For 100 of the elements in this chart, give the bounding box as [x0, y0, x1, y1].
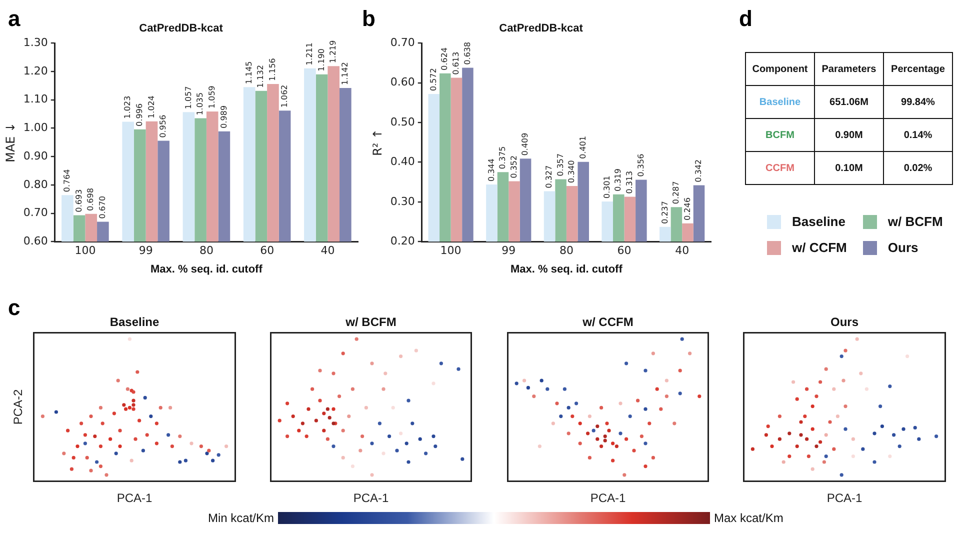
data-label: 1.156 [268, 58, 278, 82]
data-label: 1.024 [146, 96, 156, 118]
text: b [362, 6, 376, 31]
text: PCA-2 [11, 389, 25, 425]
text: Ours [830, 315, 859, 329]
text: Min kcat/Km [208, 510, 274, 526]
data-label: 1.145 [244, 61, 254, 84]
legend-label: w/ BCFM [888, 214, 943, 229]
data-label: 0.572 [428, 68, 438, 91]
text: a [8, 6, 21, 31]
chart-title: CatPredDB-kcat [499, 22, 584, 35]
y-tick-label: 1.00 [23, 121, 48, 134]
data-label: 1.132 [256, 64, 266, 88]
data-label: 0.693 [74, 189, 84, 212]
y-tick-label: 0.40 [390, 155, 415, 168]
text: 99.84% [901, 96, 935, 108]
data-label: 0.356 [636, 154, 646, 177]
x-tick-label: 100 [440, 244, 462, 258]
x-tick-label: 99 [138, 244, 153, 258]
x-tick-label: 80 [199, 244, 214, 258]
y-axis-title: MAE ↓ [3, 122, 18, 162]
x-tick-label: 80 [559, 244, 574, 258]
y-tick-label: 0.70 [390, 36, 415, 50]
data-label: 0.698 [86, 188, 96, 211]
data-label: 1.219 [328, 40, 338, 64]
chart-title: CatPredDB-kcat [139, 22, 224, 35]
text: Component [746, 52, 814, 86]
data-label: 1.190 [316, 48, 326, 72]
text: 651.06M [830, 96, 868, 108]
x-axis-title: Max. % seq. id. cutoff [510, 263, 623, 276]
y-tick-label: 0.30 [390, 194, 415, 208]
data-label: 0.319 [614, 168, 623, 192]
text: w/ BCFM [346, 315, 396, 329]
data-label: 0.375 [498, 146, 508, 170]
data-label: 1.211 [305, 42, 314, 66]
data-label: 0.624 [440, 47, 450, 70]
data-label: 0.301 [602, 176, 612, 199]
y-tick-label: 0.90 [23, 149, 48, 162]
data-label: 0.357 [556, 153, 565, 176]
text: 0.90M [835, 130, 863, 140]
text: PCA-1 [116, 491, 152, 505]
data-label: 0.764 [62, 169, 72, 192]
category-label: CCFM [766, 162, 794, 174]
data-label: 1.023 [123, 96, 132, 119]
y-tick-label: 0.60 [23, 234, 48, 248]
data-label: 0.996 [134, 103, 144, 126]
x-tick-label: 60 [617, 244, 632, 258]
data-label: 0.342 [694, 159, 704, 182]
text: 0.02% [904, 162, 932, 174]
data-label: 0.237 [660, 201, 670, 224]
data-label: 1.142 [340, 62, 350, 85]
category-label: Baseline [759, 96, 801, 108]
data-label: 0.352 [509, 155, 518, 178]
data-label: 0.409 [520, 132, 530, 156]
category-label: Parameters [814, 52, 884, 86]
data-label: 0.670 [98, 196, 108, 219]
category-label: Percentage [884, 52, 952, 86]
data-label: 0.638 [462, 42, 472, 65]
y-tick-label: 0.50 [390, 115, 415, 128]
data-label: 0.246 [682, 197, 692, 220]
data-label: 1.062 [280, 84, 289, 108]
data-label: 0.287 [672, 181, 681, 204]
legend-label: w/ CCFM [792, 240, 847, 255]
data-label: 0.989 [219, 105, 228, 128]
y-tick-label: 1.20 [23, 64, 48, 78]
data-label: 0.327 [544, 165, 554, 188]
text: w/ CCFM [582, 315, 634, 329]
text: d [739, 6, 752, 31]
category-label: BCFM [766, 130, 794, 140]
text: PCA-1 [826, 491, 862, 505]
legend-label: Ours [888, 240, 918, 255]
y-tick-label: 1.10 [23, 92, 48, 106]
text: PCA-1 [590, 491, 626, 505]
x-tick-label: 40 [320, 244, 335, 258]
x-tick-label: 60 [260, 244, 274, 258]
text: 0.10M [835, 162, 863, 174]
x-axis-title: Max. % seq. id. cutoff [150, 263, 263, 276]
x-tick-label: 100 [74, 244, 96, 258]
data-label: 1.057 [184, 86, 193, 110]
y-tick-label: 0.80 [23, 178, 48, 191]
y-tick-label: 1.30 [23, 36, 48, 50]
text: c [8, 295, 20, 320]
data-label: 0.344 [486, 158, 496, 182]
data-label: 1.059 [207, 86, 216, 109]
x-tick-label: 40 [675, 244, 690, 258]
x-tick-label: 99 [502, 244, 516, 258]
text: PCA-1 [353, 491, 389, 505]
y-tick-label: 0.70 [23, 206, 48, 220]
data-label: 0.401 [578, 136, 588, 159]
y-axis-title: R² ↑ [370, 128, 384, 156]
legend-label: Baseline [792, 214, 846, 229]
data-label: 0.956 [158, 114, 168, 138]
text: Max kcat/Km [714, 510, 784, 526]
data-label: 0.313 [624, 170, 634, 194]
data-label: 0.340 [567, 160, 576, 184]
data-label: 1.035 [196, 92, 205, 116]
data-label: 0.613 [452, 52, 461, 75]
y-tick-label: 0.60 [390, 76, 415, 89]
text: 0.14% [904, 130, 932, 140]
y-tick-label: 0.20 [390, 234, 415, 248]
